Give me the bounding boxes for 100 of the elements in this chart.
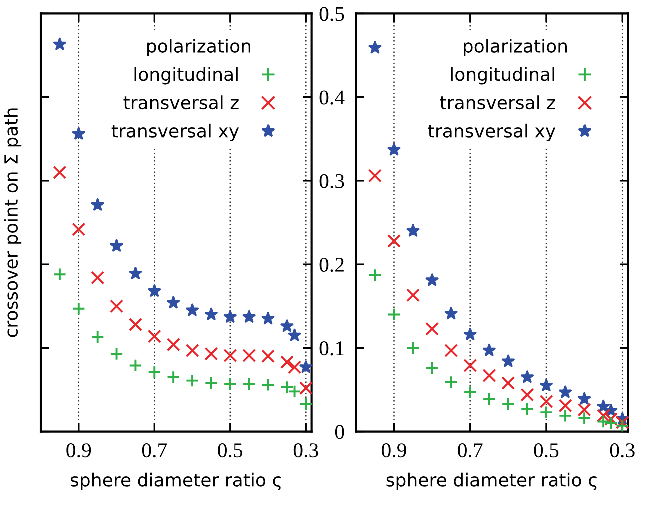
point [128,318,142,332]
y-tick-label: 0 [335,425,344,440]
point [53,166,67,180]
x-tick-label: 0.5 [534,444,559,458]
point [72,222,86,236]
y-tick-label: 0.5 [320,7,344,22]
legend-title: polarization [464,38,567,56]
point [604,404,618,417]
point [280,380,294,394]
point [204,376,218,390]
point [596,409,610,423]
point [299,382,313,396]
legend-label: transversal z [440,96,556,110]
point [128,358,142,373]
point [242,310,256,323]
y-tick-label: 0.3 [320,174,344,188]
point [426,274,439,286]
x-tick-label: 0.5 [218,444,243,458]
point [387,234,402,248]
point [167,296,180,309]
point [53,38,66,50]
point [288,360,302,374]
point [502,354,515,368]
point [368,169,382,183]
point [597,400,610,412]
x-tick-label: 0.9 [382,444,406,458]
point [387,308,402,322]
point [520,370,534,384]
point [186,304,200,316]
point [261,350,276,364]
legend-label: longitudinal [134,67,238,85]
point [559,386,572,398]
point [482,368,496,383]
x-tick-label: 0.3 [294,444,318,458]
point [224,377,238,391]
point [110,347,124,361]
point [280,320,294,332]
legend-label: transversal xy [428,124,556,142]
point [186,374,200,388]
point [288,384,302,398]
point [444,307,458,320]
y-tick-label: 0.1 [320,342,344,356]
point [242,348,256,362]
point [444,344,458,358]
point [482,344,496,356]
point [502,376,516,390]
point [72,127,86,140]
point [604,416,618,430]
point [262,312,275,325]
point [299,397,313,411]
point [482,392,496,406]
x-axis-title: sphere diameter ratio ς [70,472,282,490]
y-tick-label: 0.2 [320,258,344,272]
point [242,377,256,391]
point [540,406,554,420]
point [540,379,553,392]
point [300,360,313,374]
point [540,394,554,408]
point [91,330,105,344]
point [520,402,534,416]
point [148,330,162,344]
point [578,403,592,417]
point [110,300,124,314]
point [596,414,610,429]
y-axis-title: crossover point on Σ path [4,108,22,338]
point [288,328,302,342]
point [368,41,382,54]
legend-title: polarization [148,38,250,56]
point [53,268,67,282]
y-tick-label: 0.4 [320,90,345,105]
point [444,376,458,390]
point [502,397,516,411]
legend-label: longitudinal [451,67,554,85]
point [368,268,382,282]
point [91,198,104,211]
point [166,338,180,352]
point [388,143,401,156]
x-tick-label: 0.7 [142,444,168,458]
point [166,370,180,384]
point [186,344,200,358]
point [280,356,294,370]
point [224,310,237,323]
point [558,399,572,413]
point [110,239,124,252]
x-tick-label: 0.3 [610,444,635,458]
point [406,341,420,355]
point [464,328,477,340]
point [426,322,440,336]
point [520,388,534,402]
point [558,409,572,423]
x-axis-title: sphere diameter ratio ς [386,472,597,490]
point [578,392,592,405]
point [426,361,440,376]
x-tick-label: 0.7 [458,444,483,458]
legend-label: transversal z [124,96,239,110]
point [261,378,276,392]
point [204,347,218,361]
point [578,412,592,426]
point [129,266,142,280]
point [148,366,162,380]
